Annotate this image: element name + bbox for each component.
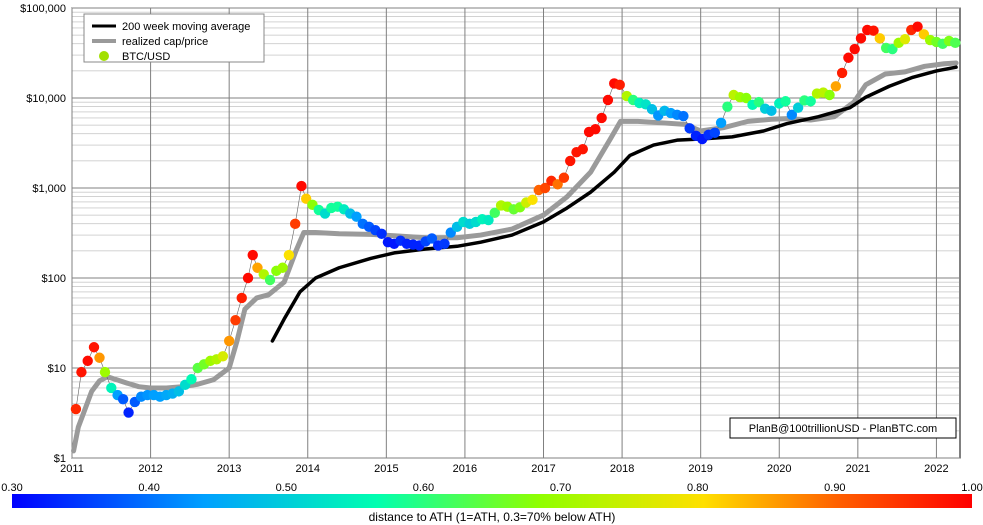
colorbar-tick: 0.70 <box>550 482 571 494</box>
x-tick-label: 2022 <box>924 463 948 475</box>
x-tick-label: 2014 <box>296 463 320 475</box>
btcusd-marker <box>243 273 253 283</box>
colorbar-tick: 0.40 <box>138 482 159 494</box>
btcusd-marker <box>615 80 625 90</box>
btcusd-marker <box>123 407 133 417</box>
btcusd-marker <box>83 356 93 366</box>
colorbar-tick: 0.50 <box>276 482 297 494</box>
btcusd-marker <box>710 128 720 138</box>
x-tick-label: 2013 <box>217 463 241 475</box>
x-tick-label: 2016 <box>453 463 477 475</box>
legend-label: BTC/USD <box>122 51 170 63</box>
x-tick-label: 2018 <box>610 463 634 475</box>
btcusd-marker <box>94 353 104 363</box>
btcusd-marker <box>76 367 86 377</box>
btcusd-marker <box>856 33 866 43</box>
btcusd-marker <box>875 33 885 43</box>
colorbar-tick: 0.90 <box>824 482 845 494</box>
y-tick-label: $10 <box>48 363 66 375</box>
y-tick-label: $100 <box>42 273 66 285</box>
colorbar <box>12 494 972 508</box>
x-tick-label: 2011 <box>60 463 84 475</box>
btcusd-marker <box>780 96 790 106</box>
btcusd-marker <box>590 124 600 134</box>
colorbar-tick: 0.80 <box>687 482 708 494</box>
btcusd-marker <box>284 250 294 260</box>
btcusd-marker <box>565 156 575 166</box>
x-tick-label: 2017 <box>531 463 555 475</box>
btcusd-marker <box>722 102 732 112</box>
btcusd-marker <box>831 81 841 91</box>
btc-chart: $1$10$100$1,000$10,000$100,0002011201220… <box>0 0 983 525</box>
btcusd-marker <box>527 195 537 205</box>
attribution-text: PlanB@100trillionUSD - PlanBTC.com <box>749 423 937 435</box>
btcusd-marker <box>376 229 386 239</box>
btcusd-marker <box>766 106 776 116</box>
colorbar-tick: 1.00 <box>961 482 982 494</box>
btcusd-marker <box>277 263 287 273</box>
btcusd-marker <box>900 34 910 44</box>
btcusd-marker <box>837 68 847 78</box>
btcusd-marker <box>89 342 99 352</box>
y-tick-label: $10,000 <box>26 93 66 105</box>
colorbar-caption: distance to ATH (1=ATH, 0.3=70% below AT… <box>369 510 616 524</box>
btcusd-marker <box>248 250 258 260</box>
x-tick-label: 2019 <box>688 463 712 475</box>
btcusd-marker <box>849 44 859 54</box>
btcusd-marker <box>230 315 240 325</box>
btcusd-marker <box>224 336 234 346</box>
legend-label: realized cap/price <box>122 36 208 48</box>
x-tick-label: 2015 <box>374 463 398 475</box>
btcusd-marker <box>843 53 853 63</box>
y-tick-label: $100,000 <box>20 3 66 15</box>
btcusd-marker <box>296 181 306 191</box>
btcusd-marker <box>265 275 275 285</box>
btcusd-marker <box>716 118 726 128</box>
legend-label: 200 week moving average <box>122 21 250 33</box>
x-tick-label: 2020 <box>767 463 791 475</box>
btcusd-marker <box>100 367 110 377</box>
x-tick-label: 2021 <box>846 463 870 475</box>
btcusd-marker <box>118 394 128 404</box>
chart-svg: $1$10$100$1,000$10,000$100,0002011201220… <box>0 0 983 525</box>
btcusd-marker <box>559 173 569 183</box>
btcusd-marker <box>950 38 960 48</box>
btcusd-marker <box>596 113 606 123</box>
btcusd-marker <box>678 111 688 121</box>
btcusd-marker <box>186 374 196 384</box>
btcusd-marker <box>218 351 228 361</box>
colorbar-tick: 0.60 <box>413 482 434 494</box>
btcusd-marker <box>824 90 834 100</box>
btcusd-marker <box>290 219 300 229</box>
btcusd-marker <box>603 95 613 105</box>
x-tick-label: 2012 <box>138 463 162 475</box>
colorbar-tick: 0.30 <box>1 482 22 494</box>
btcusd-marker <box>237 293 247 303</box>
btcusd-marker <box>439 239 449 249</box>
btcusd-marker <box>71 404 81 414</box>
y-tick-label: $1,000 <box>32 183 66 195</box>
btcusd-marker <box>578 144 588 154</box>
